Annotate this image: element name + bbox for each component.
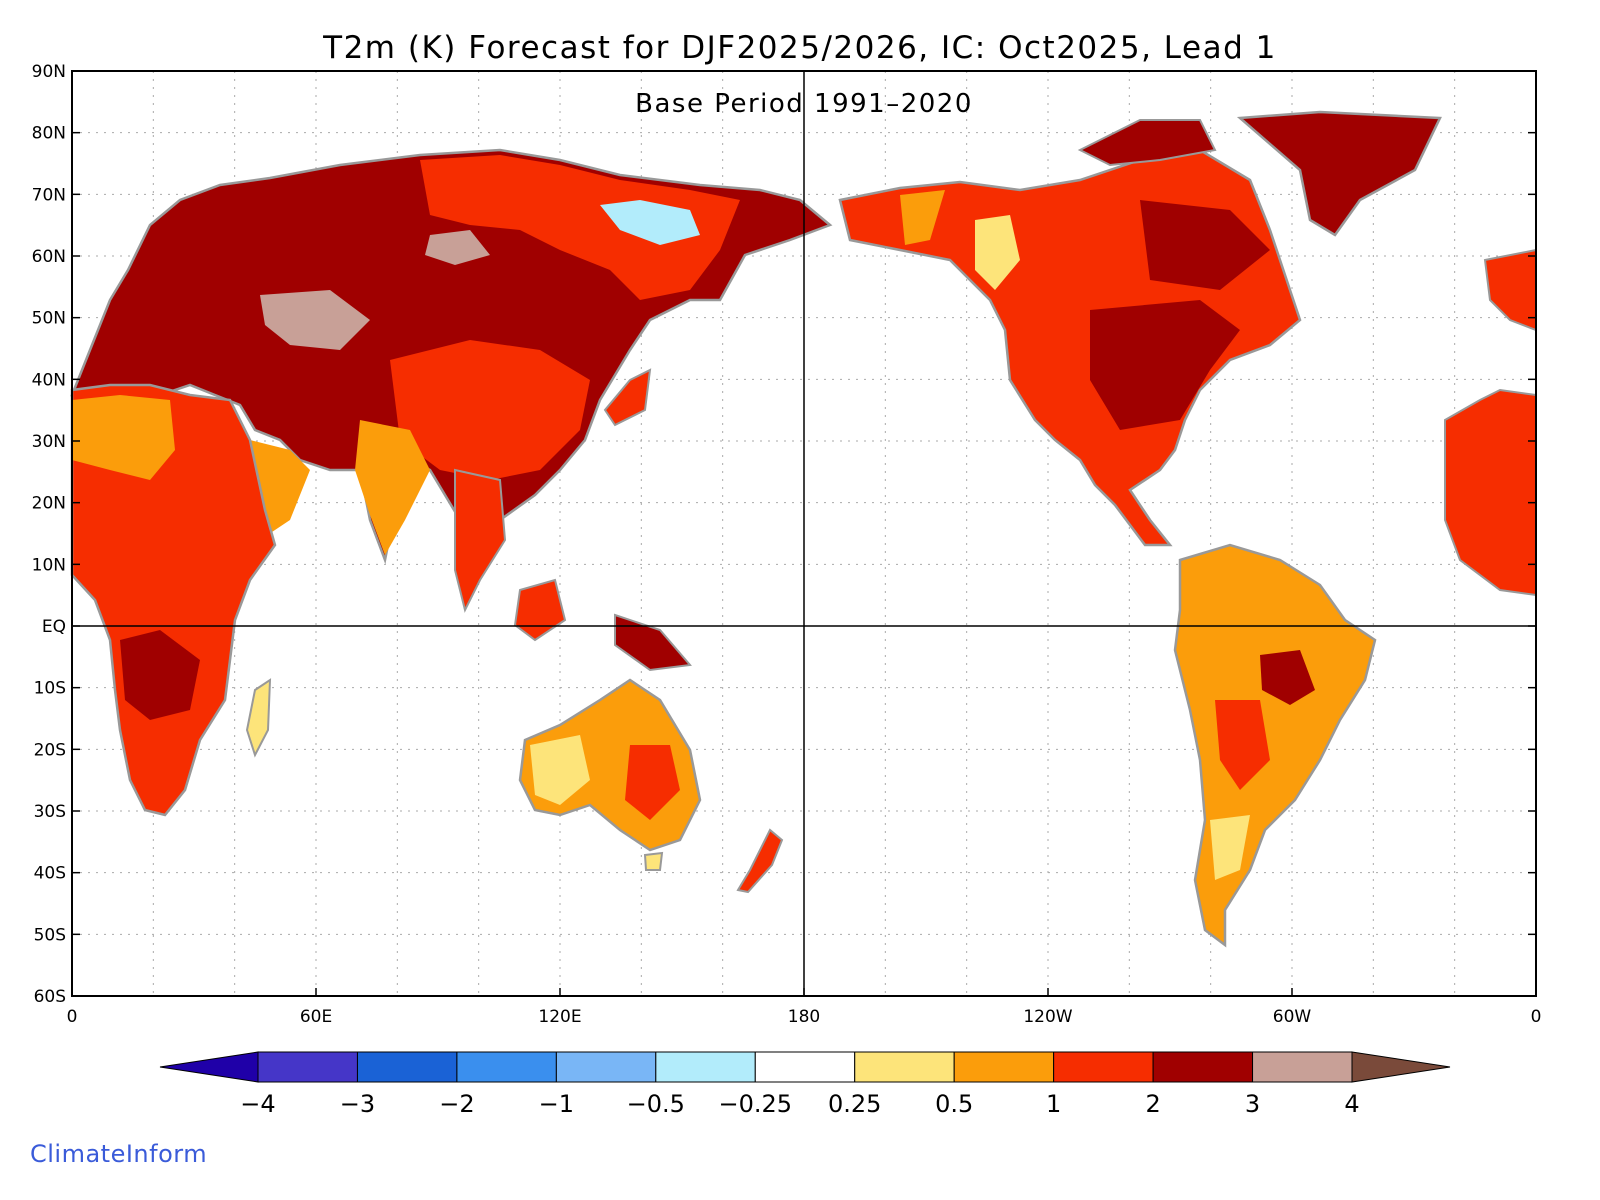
region-siberia-warm [420,155,740,300]
colorbar-arrow-high [1351,1051,1451,1083]
lat-label: 10S [34,679,66,699]
lat-label: EQ [42,617,66,637]
colorbar-swatch [356,1051,458,1083]
colorbar-swatch [1252,1051,1353,1083]
colorbar-arrow-low [159,1051,259,1083]
lat-label: 80N [32,124,66,144]
colorbar-tick-label: 1 [1046,1090,1061,1118]
landmass-japan [603,368,652,427]
region-east-australia-warm [625,745,680,820]
colorbar-tick-label: −3 [340,1090,375,1118]
colorbar-swatch [754,1051,856,1083]
colorbar: −4 −3 −2 −1 −0.5 −0.25 0.25 0.5 1 2 3 4 [159,1051,1451,1118]
colorbar-swatch [1152,1051,1254,1083]
lon-label: 0 [1531,1007,1542,1027]
map-title: T2m (K) Forecast for DJF2025/2026, IC: O… [322,30,1277,66]
lon-label: 180 [788,1007,820,1027]
region-siberia-cool [600,200,700,245]
lat-label: 20S [34,740,66,760]
colorbar-swatch [456,1051,557,1083]
colorbar-tick-label: 4 [1344,1090,1359,1118]
region-southern-africa-dark [120,630,200,720]
lon-label: 60W [1273,1007,1312,1027]
colorbar-swatch [953,1051,1055,1083]
lat-label: 50N [32,309,66,329]
region-south-america-warm [1215,700,1270,790]
temperature-anomaly-land [70,110,1537,948]
brand-label: ClimateInform [30,1140,208,1168]
colorbar-tick-label: −1 [539,1090,574,1118]
landmass-europe-wrap [1483,248,1537,332]
lat-label: 90N [32,62,66,82]
landmass-new-guinea [614,613,692,672]
colorbar-swatch [1053,1051,1154,1083]
lat-label: 30N [32,432,66,452]
region-siberia-pink [425,230,490,265]
colorbar-tick-label: −4 [240,1090,275,1118]
lat-label: 40S [34,864,66,884]
lat-label: 40N [32,370,66,390]
region-central-asia-pink [260,290,370,350]
landmass-indochina [454,468,507,613]
landmass-greenland [1236,110,1442,237]
region-alaska-yellow [900,190,945,245]
lat-label: 10N [32,555,66,575]
region-india-yellow [355,420,430,555]
colorbar-tick-label: −0.25 [718,1090,792,1118]
region-canada-yellow [975,215,1020,290]
lat-label: 70N [32,185,66,205]
landmass-borneo [513,578,567,642]
colorbar-tick-label: −0.5 [627,1090,685,1118]
lat-label: 50S [34,925,66,945]
lat-label: 60N [32,247,66,267]
colorbar-swatch [854,1051,955,1083]
colorbar-swatch [555,1051,657,1083]
region-eastern-us-dark [1090,300,1240,430]
colorbar-tick-label: −2 [439,1090,474,1118]
landmass-tasmania [643,851,664,871]
colorbar-swatch [655,1051,756,1083]
lat-label: 30S [34,802,66,822]
colorbar-tick-label: 3 [1245,1090,1260,1118]
lon-label: 120W [1023,1007,1072,1027]
colorbar-swatch [257,1051,358,1083]
lon-label: 60E [300,1007,332,1027]
world-map: 90N 80N 70N 60N 50N 40N 30N 20N 10N EQ 10S 20S 30S 40… [32,62,1542,1027]
region-patagonia-light [1210,815,1250,880]
lat-label: 20N [32,494,66,514]
colorbar-tick-label: 0.25 [828,1090,881,1118]
landmass-new-zealand [736,828,784,894]
region-hudson-dark [1140,200,1270,290]
landmass-africa [70,383,277,817]
colorbar-tick-label: 0.5 [935,1090,973,1118]
landmass-arctic-islands [1077,119,1217,167]
lat-label: 60S [34,987,66,1007]
region-west-australia-light [530,735,590,805]
region-sahara-yellow [72,395,175,480]
landmass-madagascar [245,678,272,758]
lon-label: 120E [538,1007,581,1027]
lon-label: 0 [67,1007,78,1027]
map-subtitle: Base Period 1991–2020 [635,89,973,119]
region-brazil-dark [1260,650,1315,705]
region-china-warm [390,340,590,480]
colorbar-tick-label: 2 [1145,1090,1160,1118]
